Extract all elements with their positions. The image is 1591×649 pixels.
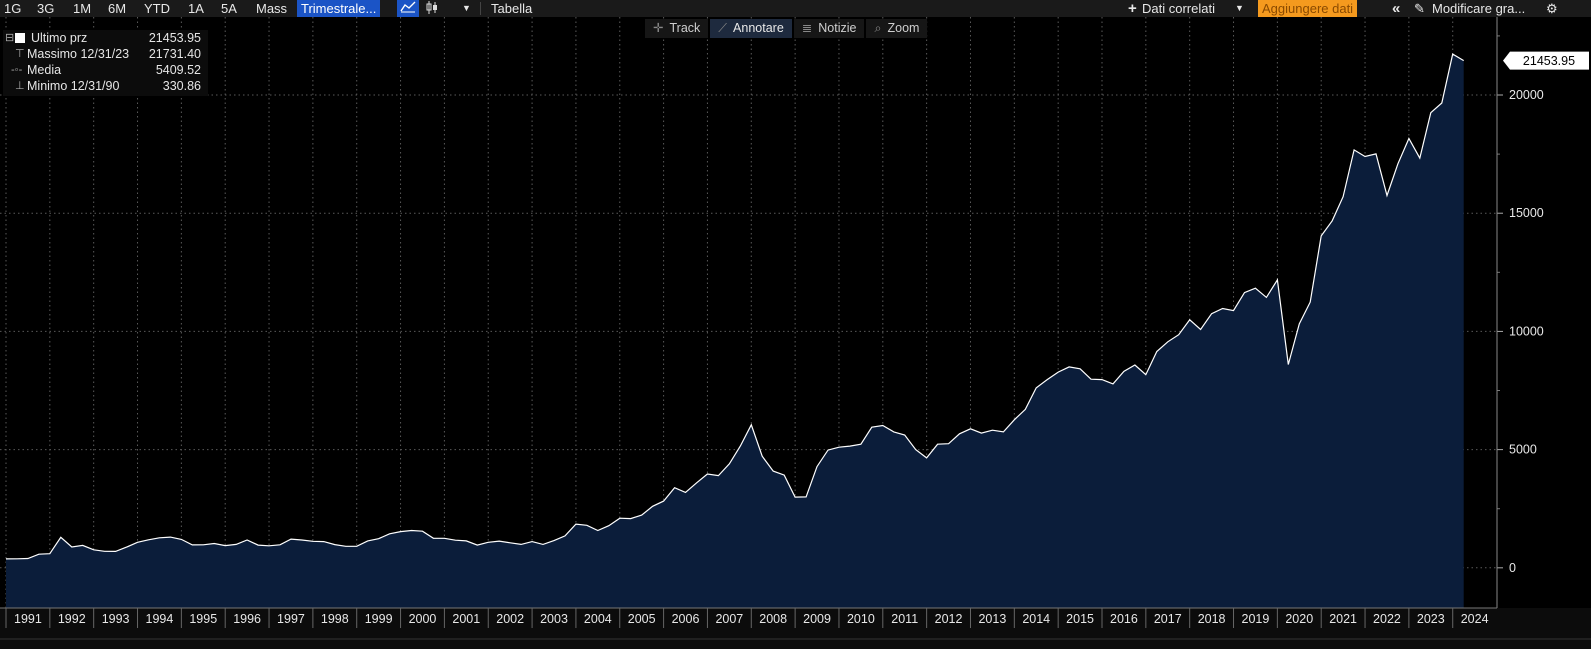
x-tick-label: 2016 xyxy=(1110,612,1138,626)
x-tick-label: 2015 xyxy=(1066,612,1094,626)
modify-chart-button[interactable]: Modificare gra... xyxy=(1432,1,1526,16)
news-button[interactable]: ≣ Notizie xyxy=(793,19,865,38)
average-marker-icon: -◦- xyxy=(11,64,23,76)
series-color-swatch xyxy=(15,33,25,43)
y-tick-label: 10000 xyxy=(1509,324,1544,338)
low-marker-icon: ⊥ xyxy=(15,80,25,92)
price-area-fill xyxy=(6,54,1464,609)
related-data-button[interactable]: Dati correlati xyxy=(1142,1,1215,16)
x-tick-label: 2022 xyxy=(1373,612,1401,626)
x-tick-label: 1995 xyxy=(189,612,217,626)
x-tick-label: 1998 xyxy=(321,612,349,626)
zoom-button[interactable]: ⌕ Zoom xyxy=(866,19,928,38)
last-price-tag: 21453.95 xyxy=(1503,51,1589,70)
x-tick-label: 1999 xyxy=(365,612,393,626)
x-tick-label: 1991 xyxy=(14,612,42,626)
period-ytd[interactable]: YTD xyxy=(144,1,170,16)
x-tick-label: 1997 xyxy=(277,612,305,626)
annotate-button[interactable]: ⟋ Annotare xyxy=(710,19,792,38)
x-tick-label: 2008 xyxy=(759,612,787,626)
period-1a[interactable]: 1A xyxy=(188,1,204,16)
x-tick-label: 2001 xyxy=(452,612,480,626)
x-tick-label: 2014 xyxy=(1022,612,1050,626)
y-tick-label: 5000 xyxy=(1509,443,1537,457)
chart-legend: ⊟ Ultimo prz 21453.95 ⊤ Massimo 12/31/23… xyxy=(3,30,208,96)
line-chart-icon[interactable] xyxy=(397,0,419,17)
x-tick-label: 1996 xyxy=(233,612,261,626)
period-max[interactable]: Mass xyxy=(256,1,288,16)
period-6m[interactable]: 6M xyxy=(108,1,127,16)
last-price-tag-bg xyxy=(1503,51,1589,70)
chart-type-dropdown-icon[interactable]: ▼ xyxy=(462,3,471,13)
x-tick-label: 2012 xyxy=(935,612,963,626)
collapse-box-icon[interactable]: ⊟ xyxy=(5,32,15,44)
top-toolbar: 1G 3G 1M 6M YTD 1A 5A Mass Trimestrale..… xyxy=(0,0,1591,17)
x-tick-label: 2000 xyxy=(409,612,437,626)
x-tick-label: 2006 xyxy=(672,612,700,626)
y-tick-label: 15000 xyxy=(1509,206,1544,220)
x-tick-label: 1993 xyxy=(102,612,130,626)
high-marker-icon: ⊤ xyxy=(15,48,25,60)
crosshair-icon: ✛ xyxy=(653,21,664,35)
y-tick-label: 20000 xyxy=(1509,88,1544,102)
period-1m[interactable]: 1M xyxy=(73,1,92,16)
track-button[interactable]: ✛ Track xyxy=(645,19,709,38)
x-tick-label: 1994 xyxy=(146,612,174,626)
x-tick-label: 2018 xyxy=(1198,612,1226,626)
period-3g[interactable]: 3G xyxy=(37,1,55,16)
x-tick-label: 2020 xyxy=(1285,612,1313,626)
x-tick-label: 2003 xyxy=(540,612,568,626)
x-axis: 1991 1992 1993 1994 1995 1996 1997 1998 1999 2000… xyxy=(0,607,1591,649)
add-data-button[interactable]: Aggiungere dati xyxy=(1258,0,1358,17)
x-tick-label: 2019 xyxy=(1242,612,1270,626)
magnifier-icon: ⌕ xyxy=(874,21,882,35)
x-tick-label: 2004 xyxy=(584,612,612,626)
chart-tools: ✛ Track ⟋ Annotare ≣ Notizie ⌕ Zoom xyxy=(645,19,929,38)
gear-icon[interactable]: ⚙ xyxy=(1546,1,1558,16)
candlestick-icon[interactable] xyxy=(425,0,439,17)
legend-low[interactable]: ⊥ Minimo 12/31/90 330.86 xyxy=(15,79,201,93)
legend-high[interactable]: ⊤ Massimo 12/31/23 21731.40 xyxy=(15,47,201,61)
x-tick-label: 2002 xyxy=(496,612,524,626)
x-tick-label: 2024 xyxy=(1461,612,1489,626)
table-button[interactable]: Tabella xyxy=(491,1,533,16)
x-tick-label: 2007 xyxy=(715,612,743,626)
period-5a[interactable]: 5A xyxy=(221,1,237,16)
x-tick-label: 2009 xyxy=(803,612,831,626)
legend-average[interactable]: -◦- Media 5409.52 xyxy=(11,63,201,77)
x-tick-label: 2005 xyxy=(628,612,656,626)
x-tick-label: 2010 xyxy=(847,612,875,626)
x-tick-label: 2011 xyxy=(891,612,918,626)
period-1g[interactable]: 1G xyxy=(4,1,22,16)
x-tick-label: 2017 xyxy=(1154,612,1182,626)
x-tick-label: 2023 xyxy=(1417,612,1445,626)
x-tick-label: 1992 xyxy=(58,612,86,626)
plus-icon[interactable]: + xyxy=(1128,0,1137,17)
last-price-tag-label: 21453.95 xyxy=(1523,54,1575,68)
y-tick-label: 0 xyxy=(1509,561,1516,575)
x-tick-label: 2013 xyxy=(978,612,1006,626)
legend-last[interactable]: ⊟ Ultimo prz 21453.95 xyxy=(5,31,201,45)
pen-icon: ⟋ xyxy=(718,21,728,35)
price-line xyxy=(5,53,1465,560)
related-dropdown-icon[interactable]: ▼ xyxy=(1235,3,1244,13)
pencil-icon[interactable]: ✎ xyxy=(1414,1,1425,16)
news-icon: ≣ xyxy=(801,21,813,35)
y-axis: 0 5000 10000 15000 20000 xyxy=(1496,17,1544,608)
collapse-icon[interactable]: « xyxy=(1392,0,1401,17)
x-tick-label: 2021 xyxy=(1329,612,1357,626)
frequency-selector[interactable]: Trimestrale... xyxy=(297,0,381,17)
